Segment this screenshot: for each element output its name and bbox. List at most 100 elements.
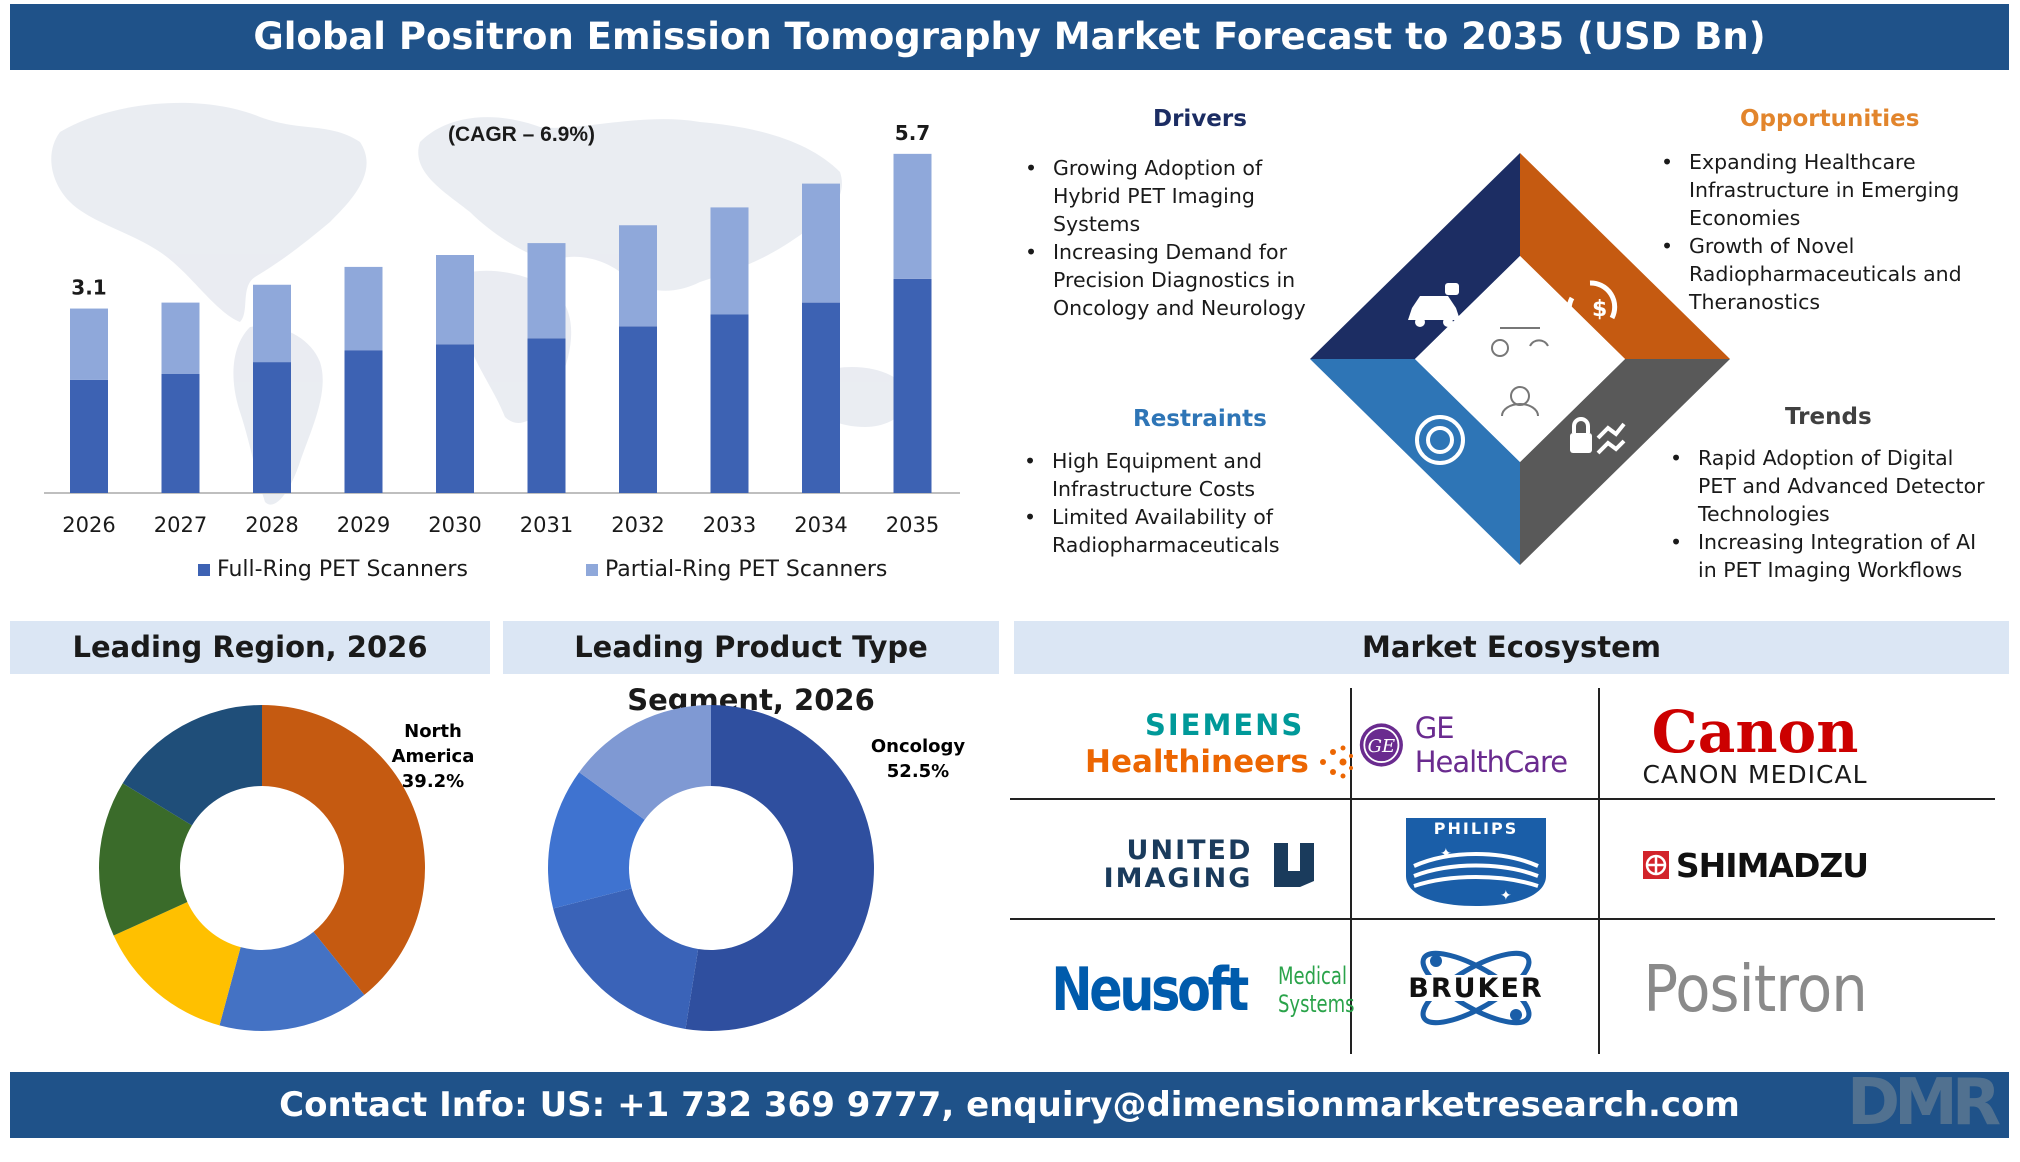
- drivers-item: Growing Adoption of Hybrid PET Imaging S…: [1025, 154, 1335, 238]
- canon-logo-top: Canon: [1651, 697, 1859, 766]
- product-label-name: Oncology: [871, 736, 966, 757]
- x-tick-label-2028: 2028: [245, 513, 298, 537]
- region-label-name-line1: North: [404, 721, 462, 742]
- x-tick-label-2027: 2027: [154, 513, 207, 537]
- x-tick-label-2029: 2029: [337, 513, 390, 537]
- bar-full-ring-2031: [527, 338, 566, 493]
- product-label-value: 52.5%: [887, 761, 949, 782]
- bar-full-ring-2026: [70, 379, 108, 493]
- shimadzu-logo: SHIMADZU: [1605, 820, 1905, 910]
- philips-logo: PHILIPS ✦ ✦: [1358, 810, 1594, 914]
- united-logo-top: UNITED: [1126, 835, 1253, 866]
- bruker-atom-icon: BRUKER: [1382, 950, 1570, 1026]
- bar-partial-ring-2035: [893, 153, 932, 279]
- bar-partial-ring-2032: [619, 225, 657, 327]
- region-label-value: 39.2%: [402, 771, 464, 792]
- bar-partial-ring-2031: [527, 243, 566, 339]
- neusoft-logo-text: Neusoft: [1051, 955, 1250, 1025]
- bar-partial-ring-2033: [710, 207, 749, 315]
- legend-swatch-partial-ring: [585, 563, 598, 576]
- x-tick-label-2033: 2033: [703, 513, 756, 537]
- positron-logo-text: Positron: [1643, 953, 1867, 1027]
- bar-partial-ring-2029: [344, 266, 383, 351]
- bar-full-ring-2032: [619, 326, 657, 493]
- x-tick-label-2031: 2031: [520, 513, 573, 537]
- legend-label-full-ring: Full-Ring PET Scanners: [217, 557, 468, 582]
- ecosystem-divider-v1: [1350, 688, 1352, 1054]
- neusoft-sub-line2: Systems: [1277, 990, 1355, 1018]
- restraints-item: High Equipment and Infrastructure Costs: [1024, 447, 1314, 503]
- region-section-header: Leading Region, 2026: [10, 621, 490, 674]
- total-labels: 3.1 5.7: [71, 121, 930, 300]
- ecosystem-divider-h1: [1010, 798, 1995, 800]
- ge-healthcare-logo: GE GE HealthCare: [1358, 700, 1594, 790]
- x-tick-label-2026: 2026: [62, 513, 115, 537]
- x-tick-label-2034: 2034: [794, 513, 847, 537]
- neusoft-logo: Neusoft Medical Systems: [1052, 940, 1354, 1040]
- dmr-brand-mark: DMR: [1847, 1066, 2001, 1140]
- bar-partial-ring-2027: [161, 302, 200, 374]
- bar-full-ring-2029: [344, 350, 383, 493]
- total-label-2035: 5.7: [895, 121, 930, 145]
- positron-logo: Positron: [1605, 940, 1905, 1040]
- diamond-center: [1415, 256, 1625, 462]
- product-slice-2: [548, 772, 645, 909]
- bar-full-ring-2033: [710, 314, 749, 493]
- product-donut-chart: Oncology 52.5%: [548, 705, 966, 1031]
- bar-chart: 2026 2027 2028 2029 2030 2031 2032 2033 2034 2035…: [44, 102, 960, 537]
- svg-text:$: $: [1592, 297, 1607, 322]
- product-donut-slices: [548, 705, 874, 1031]
- product-slice-0: [685, 705, 874, 1031]
- siemens-logo-bottom-row: Healthineers: [1060, 742, 1355, 782]
- region-slice-0: [262, 705, 425, 995]
- siemens-healthineers-logo: SIEMENS Healthineers: [1060, 700, 1353, 790]
- opportunities-item: Growth of Novel Radiopharmaceuticals and…: [1661, 232, 1971, 316]
- x-tick-label-2032: 2032: [611, 513, 664, 537]
- bars-group: [70, 153, 932, 493]
- bar-partial-ring-2028: [253, 284, 291, 363]
- drivers-item: Increasing Demand for Precision Diagnost…: [1025, 238, 1335, 322]
- page-title: Global Positron Emission Tomography Mark…: [10, 4, 2009, 70]
- bar-full-ring-2027: [161, 374, 200, 493]
- trends-item: Increasing Integration of AI in PET Imag…: [1670, 528, 1990, 584]
- opportunities-heading: Opportunities: [1740, 106, 1920, 132]
- region-donut-slices: [99, 705, 425, 1031]
- siemens-logo-bottom: Healthineers: [1085, 744, 1309, 780]
- total-label-2026: 3.1: [71, 276, 106, 300]
- neusoft-subtitle: Medical Systems: [1278, 962, 1380, 1018]
- drivers-heading: Drivers: [1153, 106, 1247, 132]
- ecosystem-divider-v2: [1598, 688, 1600, 1054]
- restraints-heading: Restraints: [1133, 406, 1267, 432]
- united-imaging-wordmark: UNITED IMAGING: [1104, 837, 1253, 893]
- siemens-dots-icon: [1319, 745, 1353, 779]
- shimadzu-mark-icon: [1642, 851, 1669, 879]
- shimadzu-logo-text: SHIMADZU: [1675, 845, 1869, 885]
- bar-partial-ring-2034: [802, 183, 840, 303]
- bar-full-ring-2030: [436, 344, 474, 493]
- contact-footer: Contact Info: US: +1 732 369 9777, enqui…: [10, 1072, 2009, 1138]
- philips-logo-text: PHILIPS: [1434, 819, 1518, 838]
- product-slice-3: [579, 705, 711, 820]
- bruker-logo-text: BRUKER: [1408, 973, 1543, 1004]
- ge-monogram-text: GE: [1368, 736, 1395, 757]
- legend-label-partial-ring: Partial-Ring PET Scanners: [604, 557, 888, 582]
- siemens-logo-top: SIEMENS: [1145, 708, 1305, 742]
- region-slice-2: [113, 901, 241, 1026]
- ge-logo-text: GE HealthCare: [1414, 711, 1568, 779]
- trends-item: Rapid Adoption of Digital PET and Advanc…: [1670, 444, 1990, 528]
- canon-logo-bottom: CANON MEDICAL: [1642, 759, 1868, 789]
- neusoft-sub-line1: Medical: [1277, 962, 1347, 990]
- product-section-header: Leading Product Type Segment, 2026: [503, 621, 999, 717]
- trends-heading: Trends: [1785, 404, 1872, 430]
- x-tick-label-2030: 2030: [428, 513, 481, 537]
- bar-full-ring-2035: [893, 278, 932, 493]
- legend-swatch-full-ring: [198, 563, 210, 576]
- legend-item-full-ring: Full-Ring PET Scanners: [198, 557, 468, 582]
- region-label-name-line2: America: [392, 746, 475, 767]
- cagr-annotation: (CAGR – 6.9%): [448, 123, 595, 146]
- region-donut-chart: North America 39.2%: [99, 705, 475, 1031]
- united-imaging-mark-icon: [1274, 843, 1315, 887]
- market-dynamics-diamond: $: [1310, 153, 1730, 565]
- bar-full-ring-2028: [253, 362, 291, 493]
- united-imaging-logo: UNITED IMAGING: [1080, 820, 1340, 910]
